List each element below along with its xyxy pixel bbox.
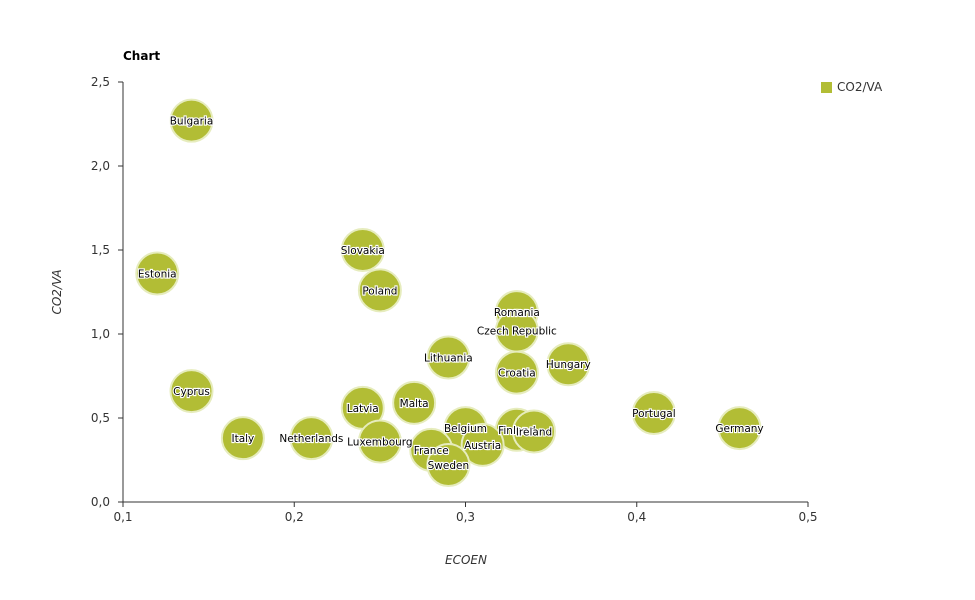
bubble-label: Portugal [632, 408, 676, 420]
x-tick-label: 0,4 [627, 510, 646, 524]
legend[interactable]: CO2/VA [821, 80, 882, 94]
chart-title: Chart [123, 49, 161, 63]
bubble-lithuania[interactable] [426, 335, 471, 380]
bubble-estonia[interactable] [135, 251, 180, 296]
bubble-portugal[interactable] [631, 390, 676, 435]
bubble-label: Cyprus [173, 386, 210, 398]
x-axis-label: ECOEN [445, 553, 487, 567]
bubble-label: Malta [400, 398, 429, 410]
bubble-label: Romania [494, 307, 540, 319]
bubble-italy[interactable] [220, 416, 265, 461]
bubble-austria[interactable] [460, 422, 505, 467]
bubble-sweden[interactable] [426, 443, 471, 488]
bubble-label: Bulgaria [170, 116, 214, 128]
bubble-ireland[interactable] [512, 409, 556, 454]
y-tick-label: 0,5 [91, 411, 110, 425]
bubble-label: Poland [362, 285, 397, 297]
y-tick-label: 0,0 [91, 495, 110, 509]
bubble-label: Ireland [516, 426, 552, 438]
bubble-luxembourg[interactable] [357, 419, 402, 464]
y-tick-label: 2,0 [91, 159, 110, 173]
bubble-label: France [414, 445, 449, 457]
bubble-label: Croatia [498, 368, 536, 380]
y-tick-label: 1,0 [91, 327, 110, 341]
bubble-hungary[interactable] [546, 342, 591, 387]
legend-label: CO2/VA [837, 80, 883, 94]
bubble-netherlands[interactable] [289, 416, 334, 461]
bubble-label: Sweden [428, 460, 470, 472]
bubble-slovakia[interactable] [340, 228, 385, 272]
bubble-label: Netherlands [279, 433, 343, 445]
bubble-cyprus[interactable] [169, 369, 214, 414]
bubble-poland[interactable] [357, 268, 402, 313]
x-tick-label: 0,5 [798, 510, 817, 524]
bubble-label: Slovakia [341, 245, 385, 257]
bubble-bulgaria[interactable] [169, 98, 214, 143]
x-tick-label: 0,3 [456, 510, 475, 524]
bubble-label: Finland [498, 425, 536, 437]
y-tick-label: 2,5 [91, 75, 110, 89]
x-tick-label: 0,2 [285, 510, 304, 524]
bubble-malta[interactable] [392, 380, 437, 425]
x-tick-label: 0,1 [113, 510, 132, 524]
bubble-label: Estonia [138, 269, 177, 281]
bubble-labels: Bulgaria Estonia Slovakia Poland Romania Czec… [137, 115, 765, 474]
bubble-label: Hungary [546, 359, 591, 371]
bubbles [135, 98, 762, 488]
bubble-label: Lithuania [424, 353, 473, 365]
axes: 0,0 0,5 1,0 1,5 2,0 2,5 0,1 0,2 0,3 0,4 0,5 [91, 75, 818, 524]
legend-swatch [821, 81, 832, 93]
bubble-label: Germany [715, 423, 763, 435]
bubble-label: Austria [464, 440, 501, 452]
bubble-label: Belgium [444, 423, 487, 435]
bubble-label: Latvia [347, 403, 379, 415]
bubble-croatia[interactable] [494, 350, 539, 395]
y-tick-label: 1,5 [91, 243, 110, 257]
bubble-label: Italy [231, 433, 254, 445]
bubble-label: Czech Republic [477, 326, 557, 338]
y-axis-label: CO2/VA [50, 269, 64, 315]
bubble-germany[interactable] [717, 406, 762, 451]
bubble-label: Luxembourg [347, 437, 412, 449]
